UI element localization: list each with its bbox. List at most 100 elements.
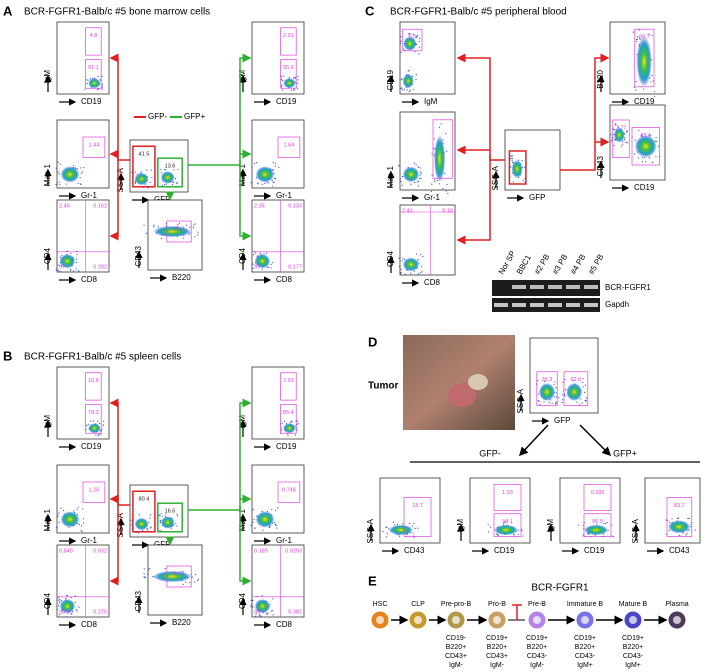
event-dot xyxy=(58,602,61,604)
density-cloud xyxy=(255,166,275,183)
event-dot xyxy=(251,167,253,169)
event-dot xyxy=(524,166,526,168)
event-dot xyxy=(400,36,402,38)
event-dot xyxy=(400,40,402,42)
event-dot xyxy=(75,250,78,252)
event-dot xyxy=(497,534,499,536)
event-dot xyxy=(512,181,514,183)
event-dot xyxy=(65,597,67,599)
density-cloud xyxy=(59,254,76,269)
event-dot xyxy=(88,423,90,425)
event-dot xyxy=(293,89,296,91)
event-dot xyxy=(386,532,388,535)
event-dot xyxy=(87,79,89,81)
y-axis-label: CD4 xyxy=(43,247,52,264)
event-dot xyxy=(404,273,407,275)
density-cloud xyxy=(403,36,417,51)
stage-marker: CD43+ xyxy=(445,653,467,660)
gate xyxy=(508,150,527,185)
event-dot xyxy=(274,177,276,179)
stage-marker: CD43+ xyxy=(486,653,508,660)
gate-label: 97 xyxy=(59,264,65,270)
event-dot xyxy=(522,179,524,182)
event-dot xyxy=(283,75,285,77)
gate-label: 1.93 xyxy=(502,490,513,496)
event-dot xyxy=(415,253,418,255)
event-dot xyxy=(487,524,489,526)
blot-row-label: BCR-FGFR1 xyxy=(605,283,651,292)
event-dot xyxy=(66,594,68,597)
x-axis-label: B220 xyxy=(172,618,191,627)
density-cloud xyxy=(494,524,518,536)
event-dot xyxy=(58,614,61,616)
event-dot xyxy=(606,521,608,524)
density-cloud xyxy=(634,135,657,158)
event-dot xyxy=(250,603,253,606)
event-dot xyxy=(584,399,586,402)
event-dot xyxy=(252,606,254,608)
event-dot xyxy=(150,526,152,528)
event-dot xyxy=(163,184,166,186)
event-dot xyxy=(296,82,298,84)
panel-title: BCR-FGFR1-Balb/c #5 peripheral blood xyxy=(390,7,567,18)
event-dot xyxy=(165,183,167,185)
blot-band xyxy=(548,303,562,307)
event-dot xyxy=(97,75,99,78)
event-dot xyxy=(634,139,636,141)
event-dot xyxy=(197,578,199,580)
gate-label: 0.282 xyxy=(93,264,107,270)
tumor-photo xyxy=(403,335,515,430)
tumor-photo-detail xyxy=(468,374,488,390)
event-dot xyxy=(77,183,79,185)
gate xyxy=(280,404,297,434)
event-dot xyxy=(75,268,77,270)
event-dot xyxy=(292,77,295,79)
density-cloud xyxy=(613,127,625,143)
connector-arrow xyxy=(239,160,252,241)
event-dot xyxy=(413,522,415,524)
event-dot xyxy=(59,163,61,165)
y-axis-label: IgM xyxy=(238,70,247,84)
gate xyxy=(277,481,301,503)
event-dot xyxy=(95,434,97,436)
event-dot xyxy=(651,74,653,77)
event-dot xyxy=(400,42,402,45)
stage-marker: IgM+ xyxy=(577,662,593,669)
event-dot xyxy=(75,258,77,260)
gate xyxy=(157,502,183,533)
event-dot xyxy=(537,400,540,402)
event-dot xyxy=(510,166,512,168)
pathway-title: BCR-FGFR1 xyxy=(531,583,589,594)
event-dot xyxy=(562,394,564,396)
event-dot xyxy=(404,49,406,51)
event-dot xyxy=(76,254,78,256)
gate xyxy=(583,484,612,511)
connector-arrow xyxy=(239,505,252,586)
density-cloud xyxy=(160,516,175,529)
event-dot xyxy=(134,171,136,173)
event-dot xyxy=(58,605,60,607)
blot-band xyxy=(566,303,580,307)
event-dot xyxy=(289,421,291,424)
gate-label: 36.3 xyxy=(542,377,553,383)
event-dot xyxy=(537,393,539,395)
event-dot xyxy=(409,33,411,35)
event-dot xyxy=(564,388,567,391)
density-cloud xyxy=(668,520,691,534)
event-dot xyxy=(280,428,283,430)
event-dot xyxy=(175,182,177,184)
event-dot xyxy=(252,508,254,511)
density-cloud xyxy=(153,225,192,238)
stage-marker: CD19+ xyxy=(622,635,644,642)
event-dot xyxy=(669,521,671,523)
event-dot xyxy=(272,598,274,600)
event-dot xyxy=(75,609,78,611)
event-dot xyxy=(102,424,104,426)
legend-label: GFP- xyxy=(148,112,167,121)
event-dot xyxy=(554,396,556,398)
gate xyxy=(402,28,423,52)
lane-label: #3 PB xyxy=(551,253,570,276)
event-dot xyxy=(584,384,586,386)
event-dot xyxy=(57,599,60,601)
gate-label: 0.162 xyxy=(93,203,107,209)
